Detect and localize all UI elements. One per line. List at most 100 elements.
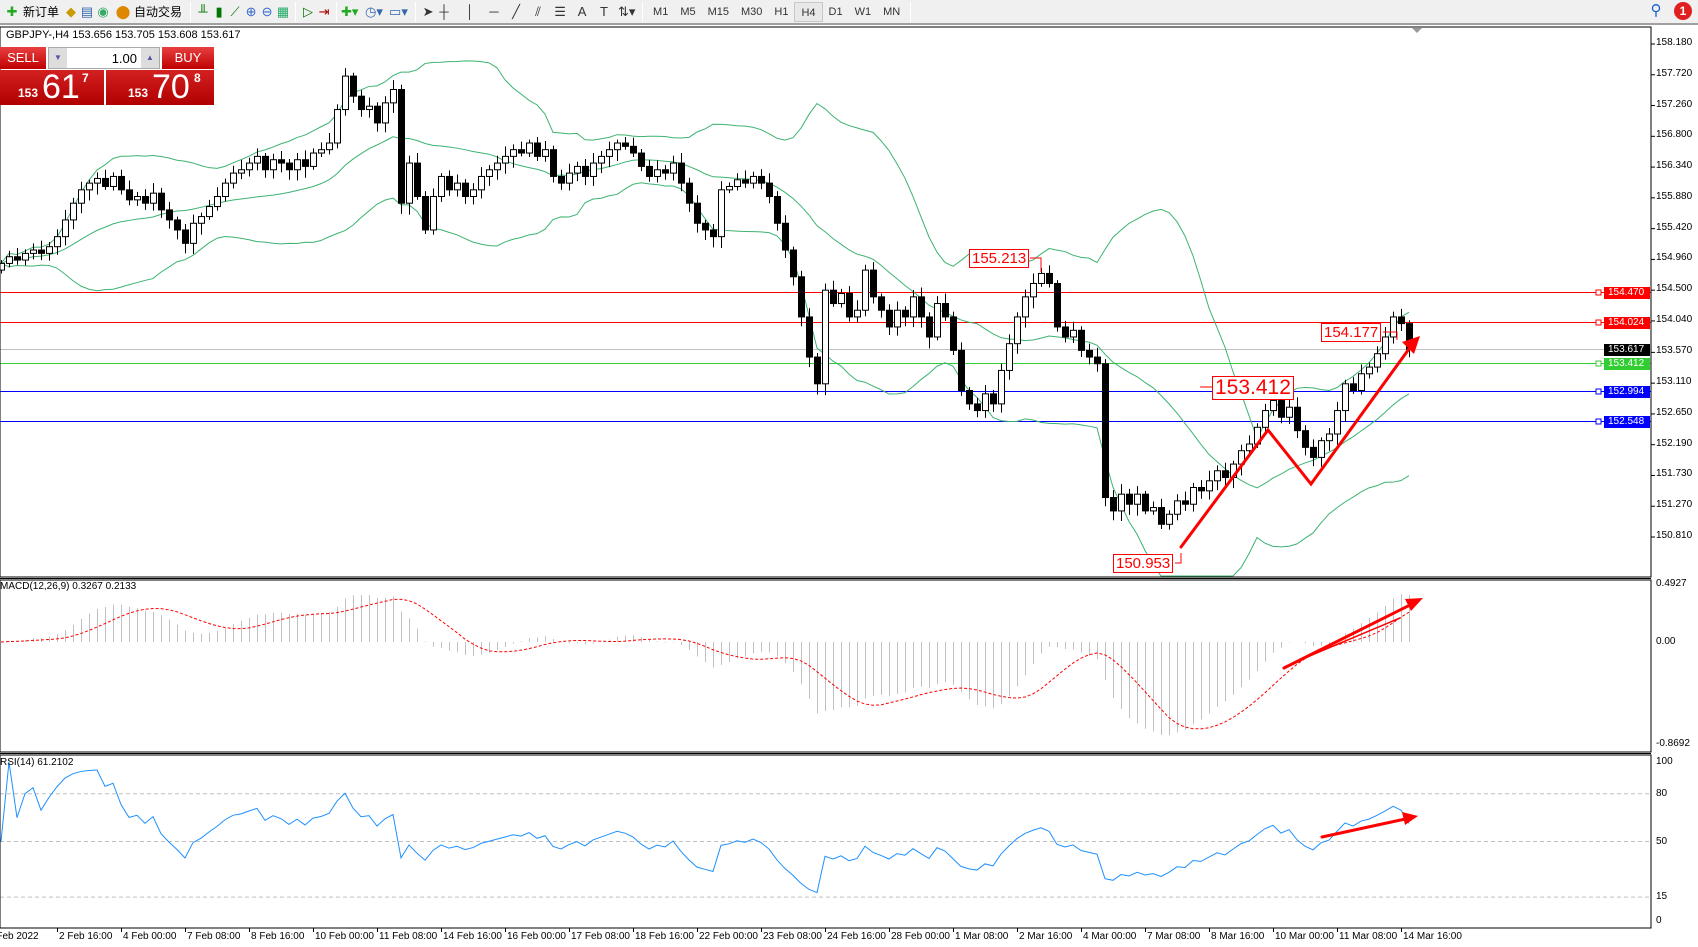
timeframe-m1[interactable]: M1	[653, 5, 669, 18]
recent-high-annotation[interactable]: 154.177	[1321, 323, 1382, 342]
candle-body	[414, 162, 421, 198]
autoscroll-icon[interactable]: ▷	[303, 3, 314, 19]
chart-shift-icon[interactable]: ⇥	[318, 3, 330, 19]
tile-icon[interactable]: ▦	[276, 3, 290, 19]
bar-chart-icon[interactable]: ╨	[198, 3, 208, 19]
lot-decrease-icon[interactable]: ▼	[49, 48, 67, 68]
timeframe-mn[interactable]: MN	[883, 5, 901, 18]
timeframe-h1[interactable]: H1	[774, 5, 789, 18]
level-handle-icon	[1595, 418, 1602, 425]
vertical-line-icon[interactable]: │	[465, 3, 475, 19]
candle-body	[406, 162, 413, 204]
sell-button[interactable]: SELL	[0, 47, 46, 69]
candle-body	[1166, 513, 1173, 525]
fibonacci-icon[interactable]: ☰	[554, 3, 566, 19]
candle-body	[1302, 430, 1309, 448]
candle-body	[510, 149, 517, 157]
rsi-line	[0, 761, 1410, 894]
candle-body	[438, 175, 445, 198]
arrows-icon[interactable]: ⇅▾	[618, 3, 636, 19]
candle-body	[1270, 400, 1277, 412]
crosshair-icon[interactable]: ┼	[439, 3, 449, 19]
candle-body	[1126, 493, 1133, 505]
new-order-button[interactable]: ✚ 新订单	[0, 1, 63, 23]
drawn-arrows[interactable]	[1179, 336, 1423, 839]
indicators-icon[interactable]: ✚▾	[341, 3, 359, 19]
candle-body	[310, 152, 317, 167]
zoom-out-icon[interactable]: ⊖	[261, 3, 273, 19]
candle-body	[158, 192, 165, 211]
high-annotation[interactable]: 155.213	[969, 249, 1030, 268]
candle-body	[614, 142, 621, 151]
toolbar-divider	[336, 1, 338, 22]
low-annotation[interactable]: 150.953	[1113, 554, 1174, 573]
candle-body	[790, 249, 797, 278]
zoom-in-icon[interactable]: ⊕	[245, 3, 257, 19]
cursor-icon[interactable]: ➤	[422, 3, 434, 19]
candle-body	[1326, 433, 1333, 442]
time-axis-label: 11 Mar 08:00	[1339, 931, 1398, 942]
rsi-label: RSI(14) 61.2102	[0, 757, 74, 768]
signal-icon[interactable]: ◉	[97, 3, 109, 19]
time-axis-label: 17 Feb 08:00	[571, 931, 630, 942]
candle-body	[1158, 507, 1165, 525]
candle-body	[838, 293, 845, 305]
candle-body	[1190, 486, 1197, 505]
text-icon[interactable]: A	[577, 3, 587, 19]
timeframe-m15[interactable]: M15	[707, 5, 729, 18]
candle-body	[326, 142, 333, 151]
time-axis-label: 10 Mar 00:00	[1275, 931, 1334, 942]
candle-body	[886, 309, 893, 328]
candlestick-icon[interactable]: ▮	[215, 3, 223, 19]
timeframe-m30[interactable]: M30	[741, 5, 763, 18]
search-icon[interactable]: ⚲	[1650, 2, 1662, 19]
candle-body	[910, 296, 917, 318]
lot-size-stepper[interactable]: ▼ 1.00 ▲	[48, 47, 160, 69]
line-chart-icon[interactable]: ⟋	[230, 3, 240, 19]
candle-body	[70, 202, 77, 221]
trendline-icon[interactable]: ╱	[512, 3, 520, 19]
sell-price[interactable]: 153 61 7	[0, 68, 104, 106]
macd-label: MACD(12,26,9) 0.3267 0.2133	[0, 581, 137, 592]
timeframe-w1[interactable]: W1	[854, 5, 872, 18]
candle-body	[1398, 316, 1405, 325]
buy-price[interactable]: 153 70 8	[106, 68, 214, 106]
candle-body	[254, 155, 261, 164]
timeframe-h4[interactable]: H4	[794, 1, 823, 22]
candle-body	[638, 152, 645, 167]
gold-icon[interactable]: ◆	[66, 3, 77, 19]
candle-body	[1294, 406, 1301, 432]
candle-body	[934, 303, 941, 338]
macd-axis-label: 0.00	[1656, 636, 1676, 647]
horizontal-line-icon[interactable]: ─	[489, 3, 499, 19]
support-annotation[interactable]: 153.412	[1212, 376, 1294, 400]
notification-badge[interactable]: 1	[1674, 2, 1692, 20]
candle-body	[430, 196, 437, 231]
candle-body	[566, 172, 573, 184]
candle-body	[1358, 373, 1365, 392]
timeframe-d1[interactable]: D1	[828, 5, 843, 18]
auto-trading-button[interactable]: ⬤ 自动交易	[111, 1, 186, 23]
candle-body	[470, 189, 477, 198]
time-axis-label: 23 Feb 08:00	[763, 931, 822, 942]
lot-increase-icon[interactable]: ▲	[141, 48, 159, 68]
price-axis-label: 154.500	[1656, 283, 1693, 295]
equidistant-channel-icon[interactable]: ⫽	[535, 3, 541, 19]
text-label-icon[interactable]: T	[600, 3, 608, 19]
price-zigzag-arrow[interactable]	[1179, 340, 1416, 549]
rsi-trend-arrow[interactable]	[1320, 816, 1412, 839]
candle-body	[598, 155, 605, 164]
macd-trend-line[interactable]	[1299, 617, 1401, 661]
periods-icon[interactable]: ◷▾	[365, 3, 383, 19]
candle-body	[1206, 480, 1213, 492]
market-watch-icon[interactable]: ▤	[80, 3, 94, 19]
timeframe-m5[interactable]: M5	[680, 5, 696, 18]
templates-icon[interactable]: ▭▾	[389, 3, 408, 19]
price-axis-label: 154.040	[1656, 313, 1693, 325]
buy-price-pips: 70	[152, 68, 190, 106]
price-level-label: 153.412	[1604, 357, 1650, 370]
candle-body	[782, 222, 789, 251]
buy-button[interactable]: BUY	[162, 47, 214, 69]
lot-size-input[interactable]: 1.00	[111, 50, 137, 66]
